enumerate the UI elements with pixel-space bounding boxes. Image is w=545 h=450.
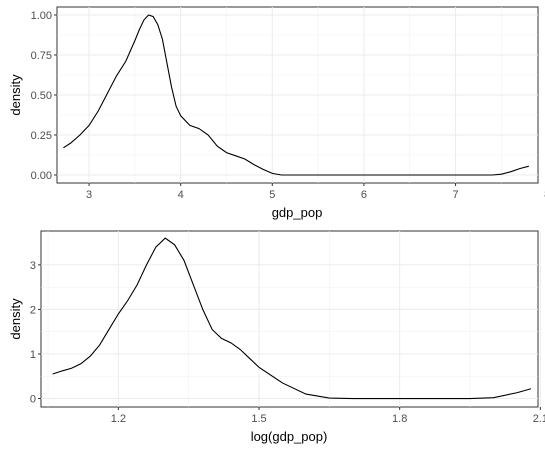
y-tick-label: 1.00 xyxy=(31,10,52,22)
y-tick-label: 0.50 xyxy=(31,90,52,102)
x-tick-label: 3 xyxy=(86,189,92,201)
x-tick-label: 1.8 xyxy=(392,413,407,425)
y-ticks-1: 0.00 0.25 0.50 0.75 1.00 xyxy=(31,10,57,182)
x-tick-label: 2.1 xyxy=(533,413,545,425)
panel-log-gdp-pop: 0 1 2 3 1.2 1.5 1.8 2.1 log(gdp_pop) density xyxy=(8,230,545,444)
x-tick-label: 6 xyxy=(361,189,367,201)
y-axis-title-1: density xyxy=(8,74,23,116)
y-ticks-2: 0 1 2 3 xyxy=(30,260,41,406)
y-tick-label: 3 xyxy=(30,260,36,272)
plot-area-2 xyxy=(40,230,539,408)
y-tick-label: 0.25 xyxy=(31,130,52,142)
x-ticks-1: 345678 xyxy=(86,183,545,201)
y-axis-title-2: density xyxy=(8,298,23,340)
y-tick-label: 2 xyxy=(30,304,36,316)
y-tick-label: 1 xyxy=(30,349,36,361)
y-tick-label: 0 xyxy=(30,394,36,406)
panel-gdp-pop: 0.000.250.500.751.00 345678 gdp_pop dens… xyxy=(8,6,545,220)
density-curve-1 xyxy=(63,14,529,176)
x-tick-label: 5 xyxy=(269,189,275,201)
x-axis-title-1: gdp_pop xyxy=(272,205,323,220)
y-tick-label: 0.75 xyxy=(31,50,52,62)
x-axis-title-2: log(gdp_pop) xyxy=(251,429,328,444)
x-tick-label: 1.2 xyxy=(111,413,126,425)
x-ticks-2: 1.2 1.5 1.8 2.1 xyxy=(111,407,545,425)
x-tick-label: 1.5 xyxy=(251,413,266,425)
y-tick-label: 0.00 xyxy=(31,170,52,182)
density-curve-2 xyxy=(52,237,532,400)
x-tick-label: 7 xyxy=(452,189,458,201)
x-tick-label: 4 xyxy=(178,189,184,201)
